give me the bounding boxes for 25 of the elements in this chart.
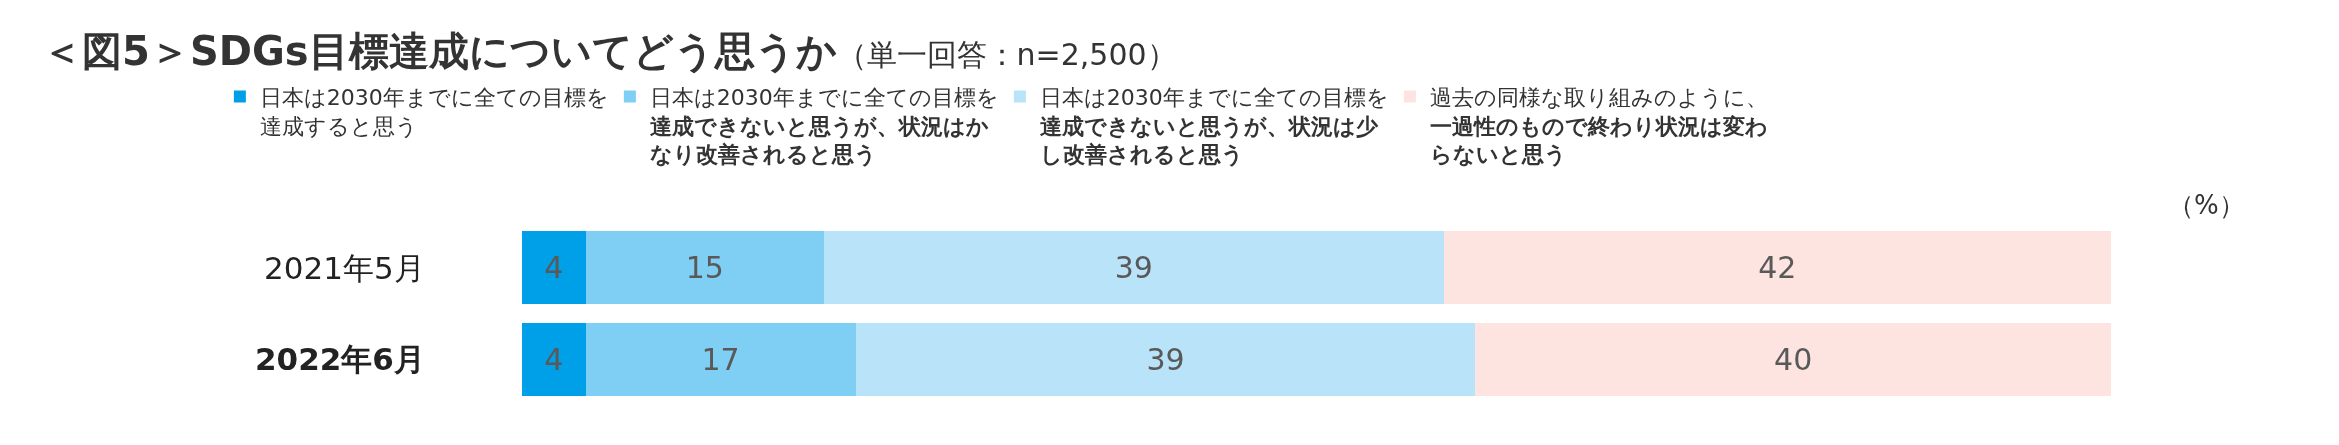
legend-label: 日本は2030年までに全ての目標を達成すると思う [259, 85, 609, 139]
bar [823, 231, 1444, 305]
bar [585, 231, 824, 305]
chart-title: ＜図5＞SDGs目標達成についてどう思うか [42, 28, 837, 75]
legend-label: 日本は2030年までに全ての目標を達成できないと思うが、状況は少し改善されると思う [1039, 85, 1389, 168]
data-label: 4 [544, 250, 564, 286]
y-tick-label: 2021年5月 [264, 250, 425, 286]
bar [522, 322, 586, 396]
y-tick-label: 2022年6月 [255, 341, 425, 377]
legend-label: 過去の同様な取り組みのように、一過性のもので終わり状況は変わらないと思う [1429, 85, 1768, 168]
legend-label: 日本は2030年までに全ての目標を達成できないと思うが、状況はかなり改善されると思う [649, 85, 999, 168]
data-label: 17 [701, 341, 740, 377]
data-label: 39 [1146, 341, 1185, 377]
bar [855, 322, 1476, 396]
data-label: 40 [1774, 341, 1813, 377]
bar [585, 322, 856, 396]
bar [522, 231, 586, 305]
text: （%） [2168, 190, 2245, 220]
data-label: 42 [1758, 250, 1797, 286]
data-label: 39 [1114, 250, 1153, 286]
data-label: 15 [685, 250, 724, 286]
data-label: 4 [544, 341, 564, 377]
bar [1443, 231, 2111, 305]
chart-subtitle: （単一回答：n=2,500） [836, 37, 1177, 73]
bar [1475, 322, 2111, 396]
